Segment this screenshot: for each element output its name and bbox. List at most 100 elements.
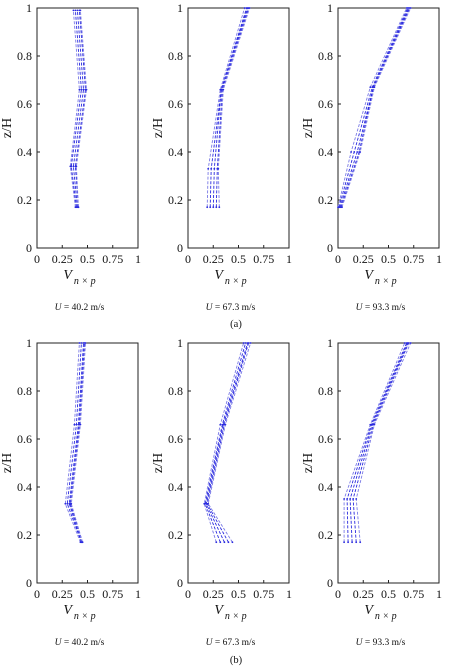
- y-tick-label: 0: [327, 576, 333, 590]
- speed-variable: U: [356, 638, 364, 648]
- y-tick-label: 0.2: [168, 528, 183, 542]
- x-tick-label: 0.25: [52, 587, 73, 601]
- series-line: [341, 7, 412, 208]
- series-line: [217, 7, 251, 208]
- data-point: [217, 167, 220, 170]
- series-line: [203, 342, 245, 543]
- x-axis-label-sub: n × p: [225, 611, 247, 622]
- data-point: [78, 342, 81, 344]
- panel-label-b: (b): [230, 655, 243, 666]
- data-point: [75, 165, 78, 168]
- y-tick-label: 0.8: [17, 49, 32, 63]
- data-point: [72, 9, 75, 12]
- x-axis-label-sub: n × p: [74, 276, 96, 287]
- y-axis-label: z/H: [151, 118, 166, 138]
- y-tick-label: 0.6: [17, 432, 32, 446]
- data-point: [350, 151, 352, 153]
- y-tick-label: 0.8: [17, 384, 32, 398]
- data-point: [352, 498, 354, 500]
- x-tick-label: 0: [185, 587, 191, 601]
- data-point: [359, 151, 362, 153]
- series-line: [206, 342, 250, 543]
- data-point: [73, 423, 76, 426]
- data-point: [78, 88, 81, 91]
- x-tick-label: 0.5: [231, 252, 246, 266]
- series-line: [69, 342, 85, 543]
- speed-caption: U = 67.3 m/s: [206, 303, 256, 313]
- x-tick-label: 0.25: [52, 252, 73, 266]
- data-point: [343, 541, 345, 544]
- data-point: [72, 165, 75, 168]
- y-tick-label: 0: [26, 241, 32, 255]
- series-line: [75, 10, 87, 208]
- x-axis-label-main: V: [214, 603, 224, 618]
- x-tick-label: 0: [34, 252, 40, 266]
- series-line: [72, 10, 84, 208]
- speed-variable: U: [206, 638, 214, 648]
- x-tick-label: 1: [436, 252, 442, 266]
- data-point: [353, 151, 356, 153]
- series-line: [70, 10, 82, 208]
- x-tick-label: 0.75: [253, 252, 274, 266]
- data-point: [356, 151, 359, 153]
- x-axis-label-sub: n × p: [74, 611, 96, 622]
- y-tick-label: 0.6: [168, 97, 183, 111]
- series-line: [206, 7, 246, 208]
- plot-frame: [187, 7, 290, 249]
- x-tick-label: 0.75: [253, 587, 274, 601]
- y-axis-label: z/H: [151, 453, 166, 473]
- y-tick-label: 0.6: [318, 97, 333, 111]
- speed-variable: U: [55, 638, 63, 648]
- data-point: [351, 541, 353, 544]
- plot-frame: [337, 342, 440, 584]
- y-tick-label: 1: [327, 336, 333, 350]
- data-point: [84, 342, 87, 344]
- data-point: [247, 342, 250, 344]
- y-axis-label: z/H: [301, 453, 316, 473]
- data-point: [369, 86, 372, 89]
- data-point: [355, 541, 358, 544]
- x-tick-label: 0.25: [203, 252, 224, 266]
- y-tick-label: 0.2: [17, 193, 32, 207]
- data-point: [248, 7, 251, 9]
- y-tick-label: 0.4: [168, 145, 183, 159]
- series-line: [68, 342, 84, 543]
- speed-value: = 67.3 m/s: [213, 303, 256, 313]
- data-point: [224, 423, 227, 426]
- x-tick-label: 1: [135, 252, 141, 266]
- series-line: [66, 342, 82, 543]
- data-point: [359, 541, 362, 544]
- data-point: [223, 541, 226, 544]
- y-tick-label: 0.8: [168, 49, 183, 63]
- series-line: [343, 342, 406, 543]
- subplot-2-1: 0 0.25 0.5 0.75 1 0 0.2 0.4 0.6 0.8 1 z/H V n × p U = …: [0, 336, 141, 648]
- y-tick-label: 0.6: [17, 97, 32, 111]
- y-tick-label: 0.2: [17, 528, 32, 542]
- series-line: [209, 7, 248, 208]
- y-tick-label: 0.4: [318, 145, 333, 159]
- speed-value: = 93.3 m/s: [363, 303, 406, 313]
- subplot-2-3: 0 0.25 0.5 0.75 1 0 0.2 0.4 0.6 0.8 1 z/H V n × p U = …: [301, 336, 442, 648]
- series-line: [204, 342, 247, 543]
- x-axis-label-sub: n × p: [225, 276, 247, 287]
- data-point: [347, 541, 349, 544]
- speed-value: = 93.3 m/s: [363, 638, 406, 648]
- data-point: [219, 423, 222, 426]
- y-tick-label: 0: [177, 241, 183, 255]
- subplot-2-2: 0 0.25 0.5 0.75 1 0 0.2 0.4 0.6 0.8 1 z/H V n × p U = …: [151, 336, 292, 648]
- series-line: [205, 342, 249, 543]
- x-tick-label: 0.25: [203, 587, 224, 601]
- y-tick-label: 0.4: [168, 480, 183, 494]
- y-tick-label: 1: [26, 1, 32, 15]
- data-point: [409, 342, 412, 344]
- data-point: [222, 88, 225, 91]
- series-line: [215, 7, 250, 208]
- data-point: [403, 342, 406, 344]
- y-tick-label: 1: [26, 336, 32, 350]
- data-point: [244, 342, 247, 344]
